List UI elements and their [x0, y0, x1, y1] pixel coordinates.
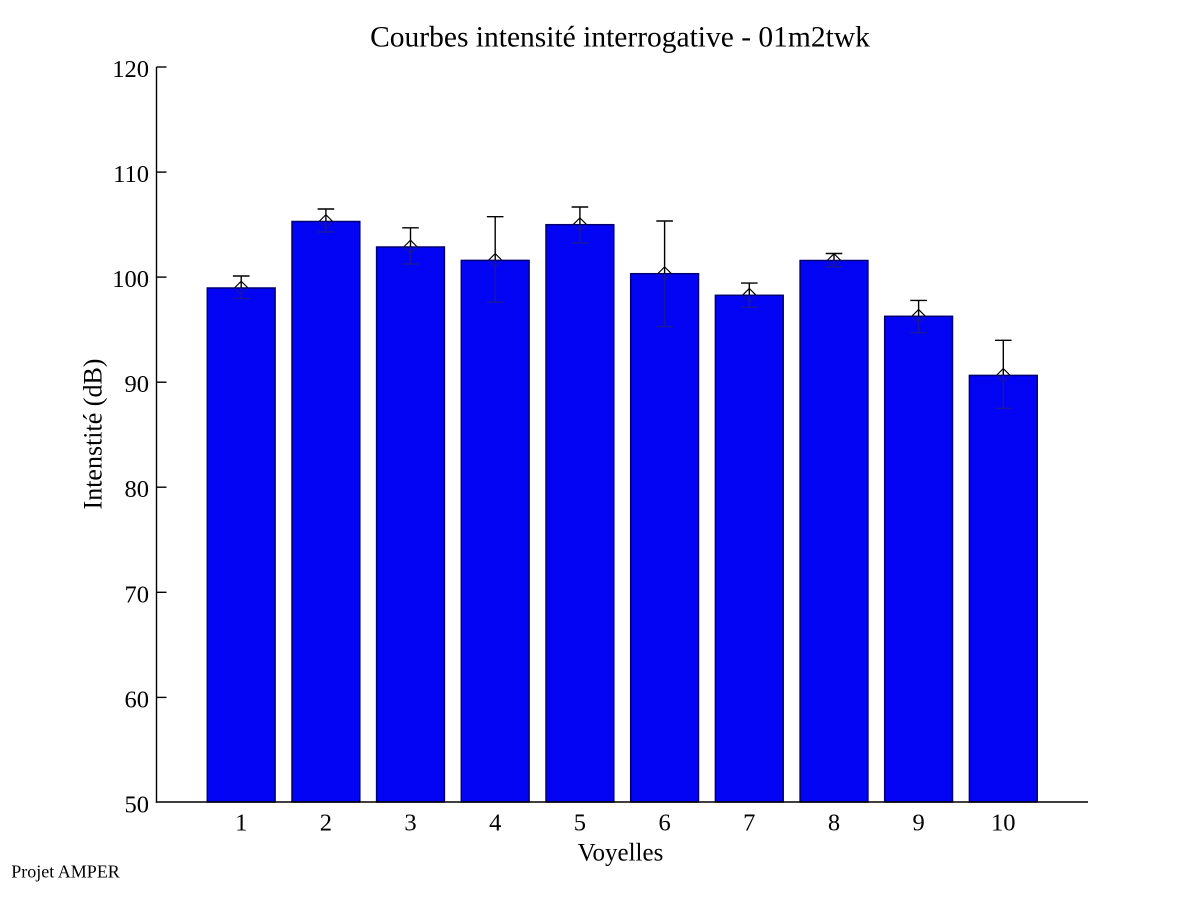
svg-text:70: 70 [125, 581, 150, 608]
svg-text:5: 5 [574, 810, 586, 837]
svg-text:10: 10 [991, 810, 1016, 837]
svg-text:2: 2 [320, 810, 332, 837]
svg-text:Courbes intensité interrogativ: Courbes intensité interrogative - 01m2tw… [370, 22, 870, 54]
svg-text:Voyelles: Voyelles [578, 840, 664, 867]
svg-text:60: 60 [125, 686, 150, 713]
svg-text:110: 110 [113, 161, 149, 188]
svg-text:7: 7 [743, 810, 755, 837]
svg-text:6: 6 [658, 810, 670, 837]
svg-text:90: 90 [125, 371, 150, 398]
svg-text:4: 4 [489, 810, 501, 837]
svg-text:Projet AMPER: Projet AMPER [11, 862, 120, 882]
svg-text:120: 120 [112, 56, 149, 83]
svg-text:50: 50 [125, 791, 150, 818]
svg-text:9: 9 [912, 810, 924, 837]
svg-text:Intenstité (dB): Intenstité (dB) [79, 359, 108, 510]
svg-text:100: 100 [112, 266, 149, 293]
svg-text:1: 1 [235, 810, 247, 837]
svg-text:8: 8 [828, 810, 840, 837]
svg-text:80: 80 [125, 476, 150, 503]
svg-text:3: 3 [404, 810, 416, 837]
